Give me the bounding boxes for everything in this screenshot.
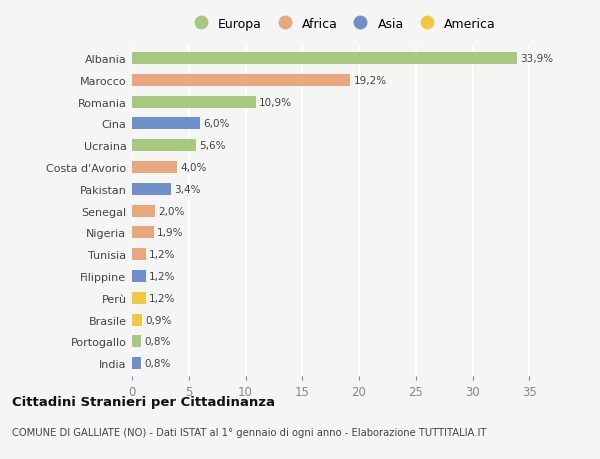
Text: 33,9%: 33,9%: [520, 54, 553, 64]
Bar: [132, 292, 146, 304]
Text: 6,0%: 6,0%: [203, 119, 230, 129]
Bar: [132, 314, 142, 326]
Text: Cittadini Stranieri per Cittadinanza: Cittadini Stranieri per Cittadinanza: [12, 395, 275, 408]
Bar: [132, 118, 200, 130]
Legend: Europa, Africa, Asia, America: Europa, Africa, Asia, America: [185, 15, 499, 33]
Text: 4,0%: 4,0%: [181, 162, 207, 173]
Text: 3,4%: 3,4%: [174, 185, 200, 195]
Bar: [132, 140, 196, 152]
Text: 1,2%: 1,2%: [149, 271, 176, 281]
Bar: [132, 249, 146, 261]
Bar: [132, 227, 154, 239]
Text: 0,8%: 0,8%: [145, 358, 171, 368]
Bar: [132, 205, 155, 217]
Text: 1,2%: 1,2%: [149, 250, 176, 260]
Text: 2,0%: 2,0%: [158, 206, 184, 216]
Text: 19,2%: 19,2%: [353, 76, 386, 86]
Text: 1,9%: 1,9%: [157, 228, 184, 238]
Bar: [132, 336, 141, 347]
Bar: [132, 270, 146, 282]
Text: 0,8%: 0,8%: [145, 336, 171, 347]
Text: 10,9%: 10,9%: [259, 97, 292, 107]
Bar: [132, 75, 350, 87]
Text: 0,9%: 0,9%: [146, 315, 172, 325]
Bar: [132, 358, 141, 369]
Bar: [132, 53, 517, 65]
Bar: [132, 184, 170, 196]
Bar: [132, 162, 178, 174]
Text: 5,6%: 5,6%: [199, 141, 226, 151]
Text: COMUNE DI GALLIATE (NO) - Dati ISTAT al 1° gennaio di ogni anno - Elaborazione T: COMUNE DI GALLIATE (NO) - Dati ISTAT al …: [12, 427, 487, 437]
Bar: [132, 96, 256, 108]
Text: 1,2%: 1,2%: [149, 293, 176, 303]
